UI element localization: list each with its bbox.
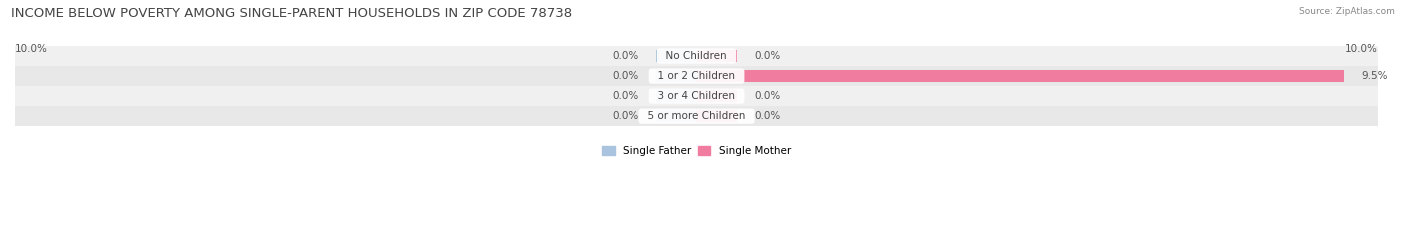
Text: 0.0%: 0.0% xyxy=(613,51,638,61)
Bar xyxy=(15,66,1378,86)
Bar xyxy=(15,86,1378,106)
Text: INCOME BELOW POVERTY AMONG SINGLE-PARENT HOUSEHOLDS IN ZIP CODE 78738: INCOME BELOW POVERTY AMONG SINGLE-PARENT… xyxy=(11,7,572,20)
Text: 9.5%: 9.5% xyxy=(1361,71,1388,81)
Bar xyxy=(655,70,696,82)
Text: 0.0%: 0.0% xyxy=(755,91,780,101)
Text: 3 or 4 Children: 3 or 4 Children xyxy=(651,91,742,101)
Bar xyxy=(696,90,738,102)
Text: Source: ZipAtlas.com: Source: ZipAtlas.com xyxy=(1299,7,1395,16)
Text: 0.0%: 0.0% xyxy=(613,71,638,81)
Text: 10.0%: 10.0% xyxy=(1346,44,1378,54)
Bar xyxy=(15,46,1378,66)
Bar xyxy=(655,90,696,102)
Bar xyxy=(655,110,696,122)
Text: 0.0%: 0.0% xyxy=(613,91,638,101)
Text: 5 or more Children: 5 or more Children xyxy=(641,111,752,121)
Text: 1 or 2 Children: 1 or 2 Children xyxy=(651,71,742,81)
Bar xyxy=(696,50,738,62)
Text: 0.0%: 0.0% xyxy=(755,51,780,61)
Bar xyxy=(696,70,1344,82)
Bar xyxy=(696,110,738,122)
Text: 0.0%: 0.0% xyxy=(755,111,780,121)
Text: 0.0%: 0.0% xyxy=(613,111,638,121)
Bar xyxy=(655,50,696,62)
Text: 10.0%: 10.0% xyxy=(15,44,48,54)
Legend: Single Father, Single Mother: Single Father, Single Mother xyxy=(598,142,794,160)
Bar xyxy=(15,106,1378,126)
Text: No Children: No Children xyxy=(659,51,734,61)
